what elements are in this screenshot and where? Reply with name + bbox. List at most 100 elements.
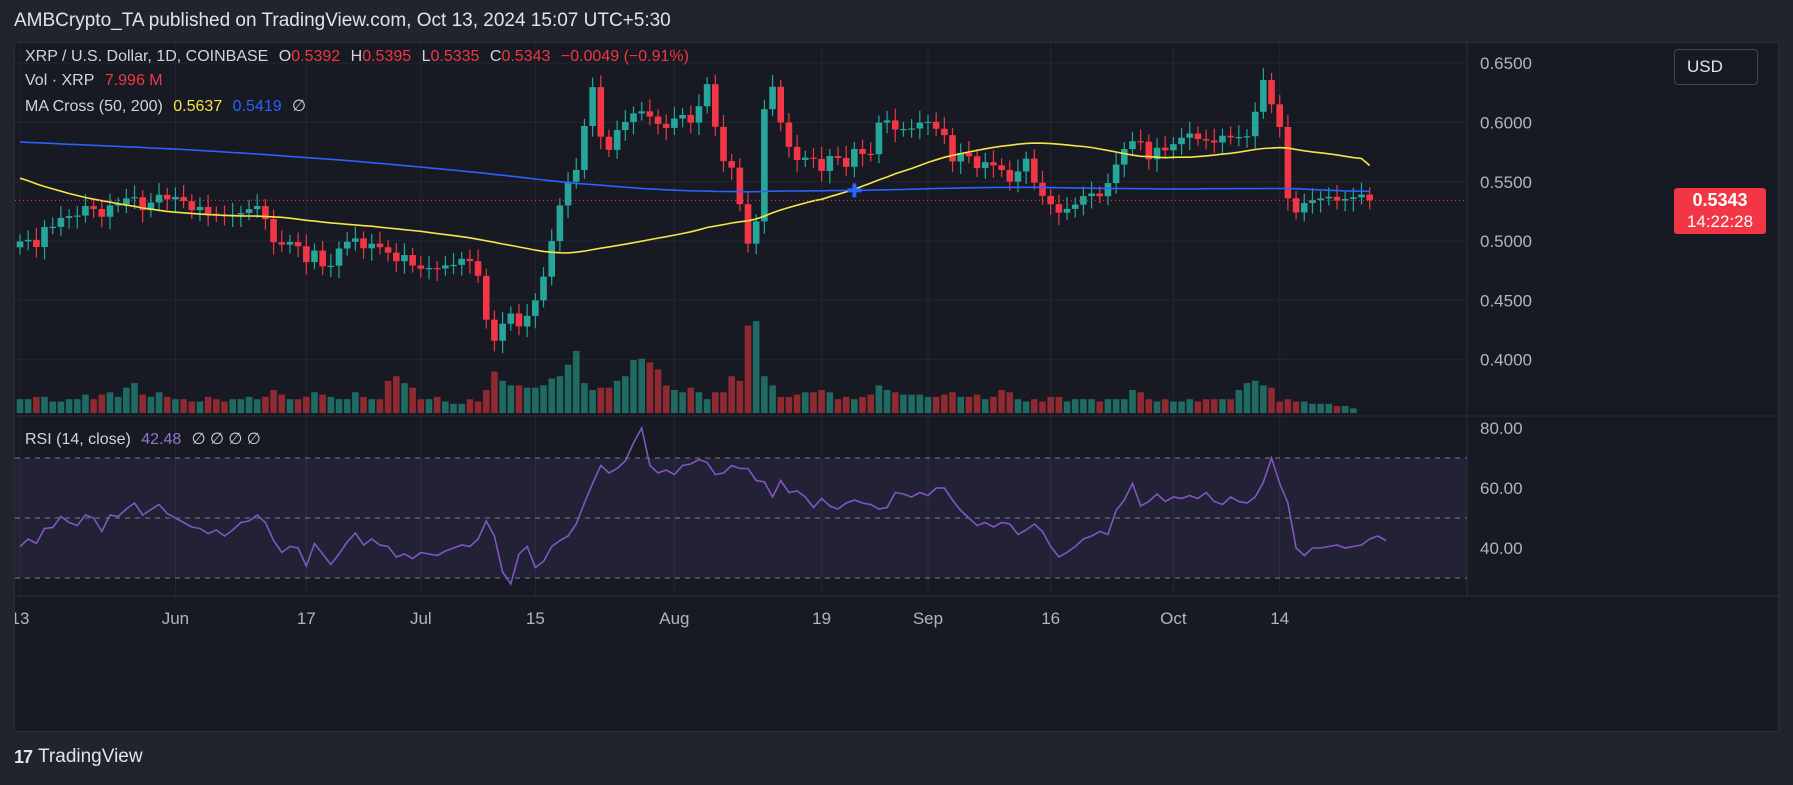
candle-body: [515, 313, 523, 327]
candle-body: [474, 261, 482, 276]
volume-bar: [532, 387, 539, 413]
volume-bar: [196, 401, 204, 413]
candle-body: [1039, 182, 1046, 196]
time-tick-label: Jun: [162, 609, 189, 628]
volume-bar: [1031, 399, 1038, 413]
candle-body: [891, 120, 899, 130]
candle-body: [605, 136, 613, 150]
rsi-line: [19, 425, 1387, 586]
candle-body: [1088, 193, 1095, 197]
volume-bar: [712, 392, 719, 413]
volume-bar: [73, 399, 81, 413]
volume-bar: [646, 362, 654, 413]
volume-bar: [998, 390, 1005, 413]
volume-bar: [818, 390, 825, 413]
volume-bar: [990, 396, 997, 413]
candle-body: [327, 265, 335, 267]
price-tick-label: 0.6000: [1480, 113, 1532, 132]
volume-bar: [523, 387, 531, 413]
volume-bar: [368, 399, 376, 413]
candle-body: [720, 126, 727, 162]
chart-panel[interactable]: 0.4000 0.4500 0.5000 0.5500 0.6000 0.6500 40.0…: [14, 42, 1780, 733]
volume-bar: [474, 401, 482, 413]
volume-bar: [16, 399, 24, 413]
last-price-value: 0.5343: [1692, 190, 1748, 211]
candle-body: [1129, 141, 1136, 150]
candle-body: [1341, 198, 1349, 201]
candle-body: [1276, 104, 1284, 127]
volume-bar: [180, 399, 187, 413]
candle-body: [188, 201, 196, 211]
candle-body: [82, 206, 89, 216]
candle-body: [147, 202, 155, 211]
candle-body: [1112, 164, 1120, 184]
candle-body: [736, 167, 744, 205]
volume-bar: [442, 401, 449, 413]
volume-bar: [131, 383, 138, 413]
candle-body: [1243, 136, 1251, 138]
volume-bar: [695, 392, 703, 413]
price-tick-label: 0.5000: [1480, 232, 1532, 251]
volume-bar: [597, 387, 605, 413]
volume-bar: [1350, 408, 1357, 413]
candle-body: [262, 206, 269, 220]
ma-cross-marker: [847, 183, 862, 198]
volume-bar: [875, 385, 883, 413]
candle-body: [712, 84, 719, 127]
volume-bar: [1202, 399, 1210, 413]
volume-bar: [941, 394, 948, 413]
candle-body: [352, 238, 359, 242]
volume-bar: [24, 399, 32, 413]
low-value: 0.5335: [430, 48, 480, 65]
chart-canvas[interactable]: 0.4000 0.4500 0.5000 0.5500 0.6000 0.6500 40.0…: [15, 43, 1780, 733]
candle-body: [65, 216, 73, 218]
volume-bar: [1014, 399, 1022, 413]
volume-bar: [572, 350, 580, 413]
candle-body: [1292, 198, 1300, 213]
candle-body: [1096, 193, 1104, 197]
candle-body: [1358, 194, 1365, 198]
change-value: −0.0049 (−0.91%): [560, 48, 689, 65]
volume-bar: [515, 385, 523, 413]
candle-body: [425, 268, 433, 270]
publish-header: AMBCrypto_TA published on TradingView.co…: [14, 10, 671, 31]
volume-bar: [769, 385, 776, 413]
volume-bar: [1022, 401, 1030, 413]
volume-bar: [1341, 406, 1349, 413]
volume-bar: [1300, 401, 1308, 413]
volume-bar: [842, 396, 850, 413]
currency-button[interactable]: USD: [1674, 49, 1758, 85]
ma-label[interactable]: MA Cross (50, 200): [25, 98, 163, 115]
volume-bar: [744, 325, 752, 413]
volume-bar: [1006, 392, 1014, 413]
volume-bar: [752, 321, 760, 413]
volume-bar: [1317, 403, 1324, 413]
candle-body: [294, 241, 302, 247]
volume-bar: [687, 387, 695, 413]
candle-body: [482, 275, 490, 320]
volume-bar: [793, 394, 801, 413]
candle-body: [556, 205, 564, 242]
volume-label[interactable]: Vol · XRP: [25, 72, 95, 89]
volume-bar: [654, 369, 662, 413]
volume-bar: [1153, 401, 1161, 413]
ma50-value: 0.5637: [173, 98, 223, 115]
ma-extra: ∅: [292, 98, 306, 115]
volume-bar: [1268, 387, 1275, 413]
volume-bar: [507, 385, 515, 413]
tradingview-brand[interactable]: 17 TradingView: [14, 746, 143, 768]
candle-body: [139, 197, 146, 211]
symbol-title[interactable]: XRP / U.S. Dollar, 1D, COINBASE: [25, 48, 269, 65]
candle-body: [777, 86, 785, 123]
candle-body: [1366, 194, 1373, 201]
volume-bar: [1284, 399, 1292, 413]
volume-bar: [1194, 401, 1202, 413]
volume-bar: [638, 358, 645, 413]
volume-bar: [883, 390, 891, 413]
rsi-label[interactable]: RSI (14, close): [25, 431, 131, 448]
volume-bar: [352, 392, 359, 413]
candle-body: [540, 276, 547, 301]
volume-bar: [33, 396, 40, 413]
candle-body: [16, 241, 24, 248]
volume-bar: [932, 396, 940, 413]
